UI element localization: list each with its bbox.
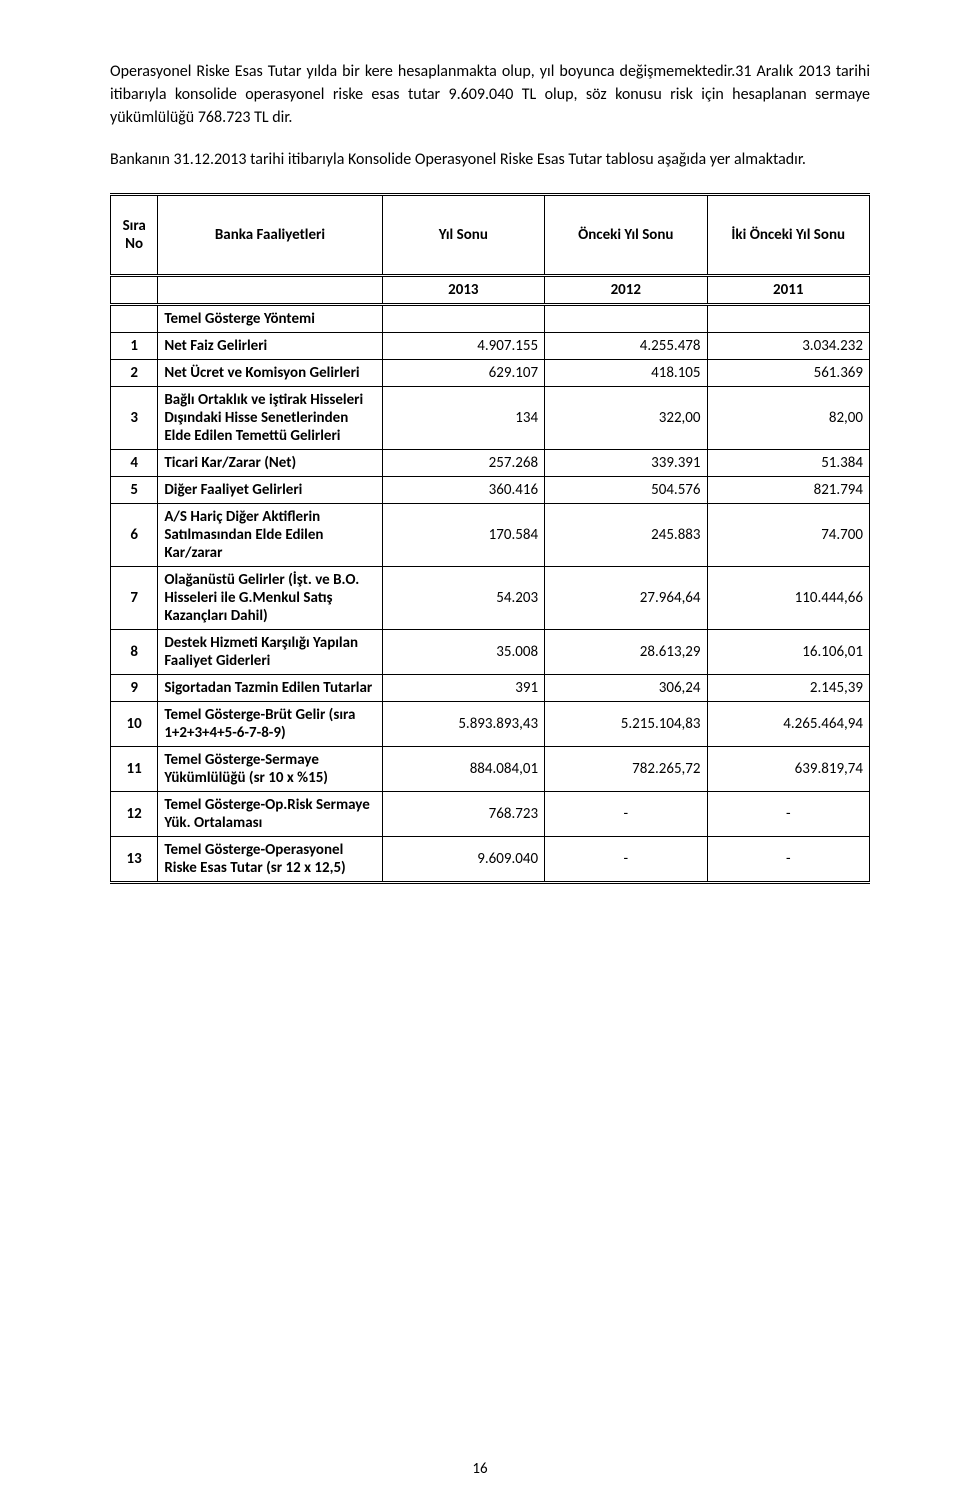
section-row-blank-no [111,304,158,332]
row-value: 339.391 [545,449,707,476]
year-2011: 2011 [707,275,869,304]
row-value: 504.576 [545,476,707,503]
row-label: Diğer Faaliyet Gelirleri [158,476,382,503]
row-value: 561.369 [707,359,869,386]
row-value: 629.107 [382,359,544,386]
row-no: 7 [111,566,158,629]
table-row: 3Bağlı Ortaklık ve iştirak Hisseleri Dış… [111,386,870,449]
row-value: 821.794 [707,476,869,503]
row-no: 2 [111,359,158,386]
row-label: Sigortadan Tazmin Edilen Tutarlar [158,674,382,701]
row-value: 418.105 [545,359,707,386]
year-2013: 2013 [382,275,544,304]
row-value: 27.964,64 [545,566,707,629]
row-no: 13 [111,836,158,882]
row-value: - [545,836,707,882]
page: Operasyonel Riske Esas Tutar yılda bir k… [0,0,960,1506]
row-value: 884.084,01 [382,746,544,791]
table-row: 12Temel Gösterge-Op.Risk Sermaye Yük. Or… [111,791,870,836]
row-value: 9.609.040 [382,836,544,882]
th-no: Sıra No [111,194,158,275]
table-row: 6A/S Hariç Diğer Aktiflerin Satılmasında… [111,503,870,566]
row-label: Net Ücret ve Komisyon Gelirleri [158,359,382,386]
row-value: 16.106,01 [707,629,869,674]
table-row: 10Temel Gösterge-Brüt Gelir (sıra 1+2+3+… [111,701,870,746]
row-value: 82,00 [707,386,869,449]
year-2012: 2012 [545,275,707,304]
row-value: 4.255.478 [545,332,707,359]
row-value: 3.034.232 [707,332,869,359]
th-year-current: Yıl Sonu [382,194,544,275]
year-row-blank-no [111,275,158,304]
intro-paragraph-1: Operasyonel Riske Esas Tutar yılda bir k… [110,60,870,130]
row-value: 35.008 [382,629,544,674]
th-year-prev2: İki Önceki Yıl Sonu [707,194,869,275]
row-no: 9 [111,674,158,701]
row-no: 6 [111,503,158,566]
table-row: 11Temel Gösterge-Sermaye Yükümlülüğü (sr… [111,746,870,791]
table-row: 5Diğer Faaliyet Gelirleri360.416504.5768… [111,476,870,503]
table-row: 4Ticari Kar/Zarar (Net)257.268339.39151.… [111,449,870,476]
row-value: 4.265.464,94 [707,701,869,746]
row-no: 4 [111,449,158,476]
row-label: Olağanüstü Gelirler (İşt. ve B.O. Hissel… [158,566,382,629]
row-no: 11 [111,746,158,791]
row-label: Destek Hizmeti Karşılığı Yapılan Faaliye… [158,629,382,674]
row-label: Net Faiz Gelirleri [158,332,382,359]
section-row-blank-c1 [382,304,544,332]
row-value: 782.265,72 [545,746,707,791]
row-value: 5.893.893,43 [382,701,544,746]
row-value: 768.723 [382,791,544,836]
row-value: 639.819,74 [707,746,869,791]
section-label: Temel Gösterge Yöntemi [158,304,382,332]
row-value: 360.416 [382,476,544,503]
row-label: Temel Gösterge-Brüt Gelir (sıra 1+2+3+4+… [158,701,382,746]
row-value: 110.444,66 [707,566,869,629]
row-value: 257.268 [382,449,544,476]
row-value: 74.700 [707,503,869,566]
row-label: Temel Gösterge-Operasyonel Riske Esas Tu… [158,836,382,882]
table-row: 9Sigortadan Tazmin Edilen Tutarlar391306… [111,674,870,701]
year-row-blank-label [158,275,382,304]
row-no: 5 [111,476,158,503]
row-value: 28.613,29 [545,629,707,674]
row-label: Ticari Kar/Zarar (Net) [158,449,382,476]
row-value: - [707,836,869,882]
table-row: 8Destek Hizmeti Karşılığı Yapılan Faaliy… [111,629,870,674]
page-number: 16 [0,1460,960,1478]
row-value: 170.584 [382,503,544,566]
row-value: 306,24 [545,674,707,701]
row-value: - [707,791,869,836]
row-label: Temel Gösterge-Op.Risk Sermaye Yük. Orta… [158,791,382,836]
row-value: 4.907.155 [382,332,544,359]
section-row-blank-c2 [545,304,707,332]
table-row: 7Olağanüstü Gelirler (İşt. ve B.O. Hisse… [111,566,870,629]
row-value: - [545,791,707,836]
row-value: 51.384 [707,449,869,476]
row-no: 3 [111,386,158,449]
table-row: 13Temel Gösterge-Operasyonel Riske Esas … [111,836,870,882]
row-no: 1 [111,332,158,359]
row-no: 8 [111,629,158,674]
table-row: 1Net Faiz Gelirleri4.907.1554.255.4783.0… [111,332,870,359]
row-value: 322,00 [545,386,707,449]
row-value: 134 [382,386,544,449]
row-value: 245.883 [545,503,707,566]
th-year-prev: Önceki Yıl Sonu [545,194,707,275]
section-row-blank-c3 [707,304,869,332]
th-label: Banka Faaliyetleri [158,194,382,275]
row-label: A/S Hariç Diğer Aktiflerin Satılmasından… [158,503,382,566]
row-no: 12 [111,791,158,836]
row-no: 10 [111,701,158,746]
intro-paragraph-2: Bankanın 31.12.2013 tarihi itibarıyla Ko… [110,148,870,171]
row-label: Temel Gösterge-Sermaye Yükümlülüğü (sr 1… [158,746,382,791]
row-label: Bağlı Ortaklık ve iştirak Hisseleri Dışı… [158,386,382,449]
row-value: 54.203 [382,566,544,629]
row-value: 391 [382,674,544,701]
row-value: 5.215.104,83 [545,701,707,746]
table-row: 2Net Ücret ve Komisyon Gelirleri629.1074… [111,359,870,386]
row-value: 2.145,39 [707,674,869,701]
operational-risk-table: Sıra No Banka Faaliyetleri Yıl Sonu Önce… [110,193,870,884]
